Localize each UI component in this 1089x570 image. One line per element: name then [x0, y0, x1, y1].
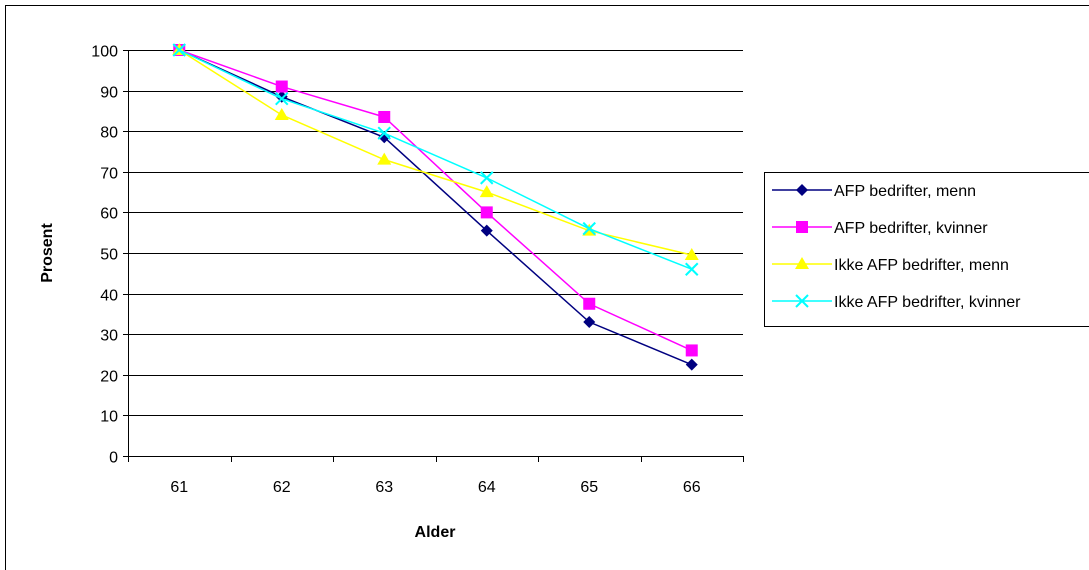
data-point-x-stroke — [685, 262, 699, 276]
y-tick-label: 30 — [100, 328, 118, 345]
y-tick-label: 40 — [100, 288, 118, 305]
legend-label: AFP bedrifter, menn — [834, 183, 976, 200]
data-point-square — [275, 80, 288, 93]
series-line — [178, 49, 693, 366]
legend-item: AFP bedrifter, menn — [772, 183, 976, 200]
x-tick-label: 64 — [478, 479, 496, 496]
gridlines — [128, 50, 743, 416]
legend-item: AFP bedrifter, kvinner — [772, 220, 988, 237]
y-tick-label: 80 — [100, 125, 118, 142]
data-point-x-stroke — [480, 171, 494, 185]
data-point-square — [480, 206, 493, 219]
legend-label: Ikke AFP bedrifter, kvinner — [834, 294, 1021, 311]
y-tick-label: 10 — [100, 409, 118, 426]
y-tick-label: 60 — [100, 206, 118, 223]
data-point-diamond — [685, 358, 698, 371]
legend-label: Ikke AFP bedrifter, menn — [834, 257, 1009, 274]
data-point-x — [480, 171, 494, 185]
series-line — [178, 49, 693, 270]
y-tick-label: 20 — [100, 369, 118, 386]
data-point-x — [582, 221, 596, 236]
x-tick-label: 61 — [170, 479, 188, 496]
legend-label: AFP bedrifter, kvinner — [834, 220, 988, 237]
data-point-x-stroke — [795, 294, 809, 308]
y-tick-labels: 0 10 20 30 40 50 60 70 80 90 100 — [91, 44, 118, 467]
data-point-x-stroke — [172, 43, 186, 57]
axes — [123, 50, 744, 462]
data-point-diamond — [583, 316, 596, 329]
x-tick-label: 65 — [580, 479, 598, 496]
x-tick-label: 66 — [683, 479, 701, 496]
series-4 — [172, 43, 699, 276]
data-point-triangle — [479, 185, 494, 198]
data-point-x — [685, 262, 699, 276]
y-tick-label: 70 — [100, 166, 118, 183]
data-point-square — [685, 344, 698, 357]
x-tick-label: 63 — [375, 479, 393, 496]
y-tick-label: 100 — [91, 44, 118, 61]
data-point-square — [796, 221, 808, 233]
data-point-triangle — [795, 257, 809, 269]
y-tick-label: 90 — [100, 85, 118, 102]
data-point-triangle — [684, 248, 699, 261]
data-point-x — [275, 92, 289, 106]
x-tick-labels: 61 62 63 64 65 66 — [170, 479, 700, 496]
data-point-triangle — [377, 152, 392, 165]
data-point-diamond — [796, 184, 808, 196]
x-tick-label: 62 — [273, 479, 291, 496]
data-point-x-stroke — [275, 92, 289, 106]
data-point-square — [583, 297, 596, 310]
legend-item: Ikke AFP bedrifter, kvinner — [772, 294, 1021, 311]
data-point-x — [377, 126, 391, 140]
data-point-x-stroke — [377, 126, 391, 140]
data-point-triangle — [274, 107, 289, 120]
y-axis-title: Prosent — [39, 223, 56, 283]
y-tick-label: 50 — [100, 247, 118, 264]
data-point-square — [378, 110, 391, 123]
data-point-x — [172, 43, 186, 57]
legend-item: Ikke AFP bedrifter, menn — [772, 257, 1009, 274]
data-point-diamond — [480, 224, 493, 237]
series-line — [178, 49, 693, 352]
x-axis-title: Alder — [415, 524, 456, 541]
data-point-x — [795, 294, 809, 308]
y-tick-label: 0 — [109, 450, 118, 467]
series-group — [172, 43, 699, 371]
legend: AFP bedrifter, menn AFP bedrifter, kvinne… — [764, 172, 1089, 327]
data-point-x-stroke — [582, 221, 596, 236]
